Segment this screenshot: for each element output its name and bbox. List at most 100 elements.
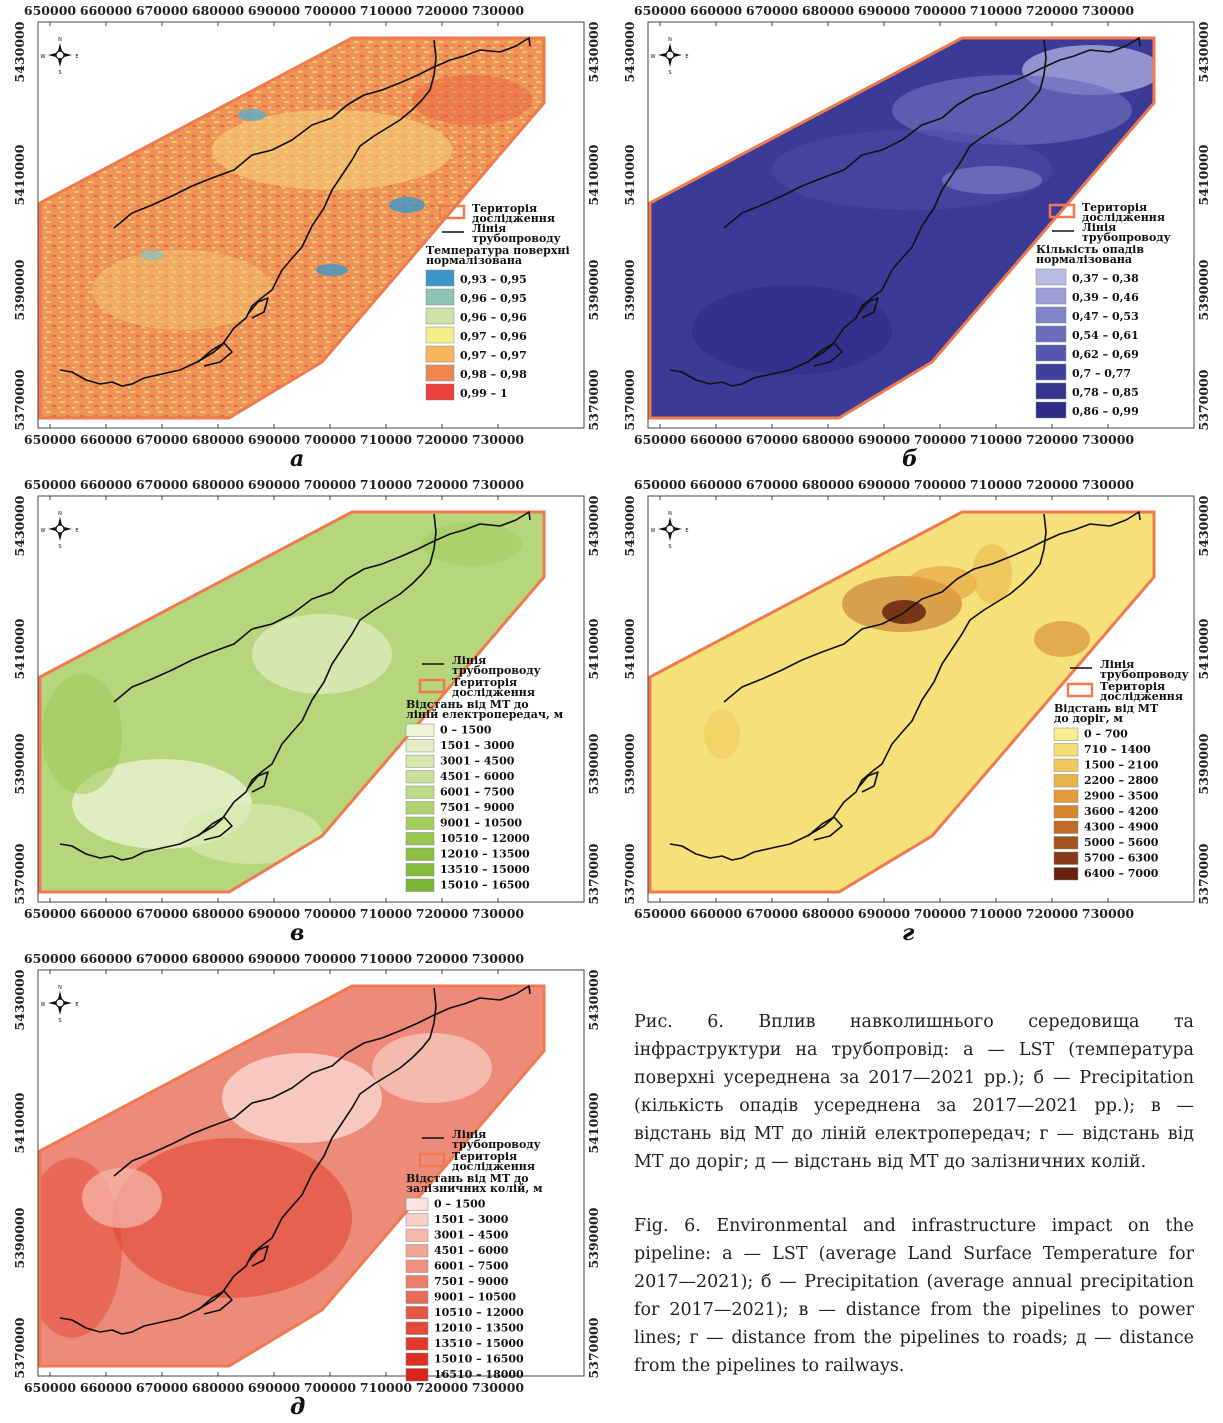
- x-tick-label-top: 700000: [914, 3, 966, 18]
- figure-caption-ua: Рис. 6. Вплив навколишнього середовища т…: [634, 1012, 1194, 1172]
- x-tick-label-top: 650000: [634, 477, 686, 492]
- x-tick-label-bottom: 720000: [1026, 432, 1078, 447]
- x-tick-label-bottom: 670000: [746, 432, 798, 447]
- map-panel-a: N S W E 650000 650000 660000 660000 670000 670000…: [2, 0, 602, 455]
- x-tick-label-top: 680000: [192, 3, 244, 18]
- x-tick-label-bottom: 730000: [472, 906, 524, 921]
- y-tick-label-left: 5430000: [12, 969, 27, 1030]
- legend-class-label: 0,99 – 1: [460, 387, 508, 400]
- y-tick-label-left: 5390000: [12, 1207, 27, 1268]
- legend-class-swatch: [405, 1275, 429, 1289]
- pipeline-line: [857, 771, 879, 793]
- study-area-fill: [650, 512, 1154, 892]
- legend-class-label: 16510 – 18000: [434, 1368, 524, 1381]
- legend-class-swatch: [405, 1228, 429, 1242]
- x-tick-label-bottom: 680000: [802, 906, 854, 921]
- map-svg: N S W E 650000 650000 660000 660000 670000 670000…: [622, 477, 1211, 921]
- legend-title: Відстань від МТ до: [406, 698, 529, 711]
- legend-class-swatch: [1035, 268, 1067, 286]
- map-frame: [37, 495, 585, 903]
- legend-class-swatch: [405, 1290, 429, 1304]
- legend-title: залізничних колій, м: [406, 1182, 543, 1195]
- map-panel-d: N S W E 650000 650000 660000 660000 670000 670000…: [2, 948, 602, 1403]
- x-tick-label-top: 670000: [136, 477, 188, 492]
- study-area-outline: [648, 36, 1156, 420]
- legend-class-swatch: [1035, 325, 1067, 343]
- svg-text:W: W: [41, 528, 46, 534]
- y-tick-label-left: 5410000: [622, 144, 637, 205]
- legend-class-label: 0,62 – 0,69: [1072, 348, 1139, 361]
- legend-study-area-label: Територія: [452, 1150, 517, 1163]
- legend-class-label: 1501 – 3000: [434, 1213, 509, 1226]
- svg-text:W: W: [41, 1002, 46, 1008]
- svg-text:W: W: [651, 528, 656, 534]
- legend-class-label: 4501 – 6000: [440, 770, 515, 783]
- map-legend: ТериторіядослідженняЛініятрубопроводуКіл…: [1035, 201, 1171, 419]
- legend-class-swatch: [405, 1321, 429, 1335]
- legend-class-label: 13510 – 15000: [434, 1337, 524, 1350]
- x-tick-label-top: 680000: [802, 3, 854, 18]
- panel-label: а: [290, 446, 305, 472]
- x-tick-label-top: 670000: [746, 3, 798, 18]
- legend-class-label: 0,93 – 0,95: [460, 273, 527, 286]
- x-tick-label-top: 690000: [858, 3, 910, 18]
- svg-text:E: E: [75, 1002, 78, 1008]
- x-tick-label-top: 710000: [970, 3, 1022, 18]
- map-svg: N S W E 650000 650000 660000 660000 670000 670000…: [12, 477, 601, 921]
- north-arrow-icon: N S W E: [41, 985, 79, 1024]
- y-tick-label-left: 5370000: [12, 1317, 27, 1378]
- legend-class-label: 10510 – 12000: [434, 1306, 524, 1319]
- x-tick-label-top: 720000: [1026, 477, 1078, 492]
- y-tick-label-left: 5370000: [622, 369, 637, 430]
- y-tick-label-left: 5430000: [622, 495, 637, 556]
- pipeline-line: [807, 342, 843, 367]
- x-tick-label-top: 660000: [80, 951, 132, 966]
- x-tick-label-bottom: 680000: [802, 432, 854, 447]
- legend-study-area-swatch: [438, 204, 466, 220]
- x-tick-label-bottom: 710000: [360, 906, 412, 921]
- legend-class-swatch: [1053, 758, 1079, 772]
- legend-class-swatch: [405, 1368, 429, 1382]
- pipeline-line: [723, 37, 1141, 229]
- legend-title: Кількість опадів: [1036, 243, 1144, 256]
- x-tick-label-top: 670000: [746, 477, 798, 492]
- legend-class-swatch: [405, 1352, 429, 1366]
- legend-class-label: 1501 – 3000: [440, 739, 515, 752]
- map-legend: ЛініятрубопроводуТериторіядослідженняВід…: [405, 1128, 543, 1382]
- legend-class-swatch: [405, 1213, 429, 1227]
- legend-title: нормалізована: [1036, 253, 1132, 266]
- legend-study-area-label: дослідження: [452, 686, 535, 699]
- y-tick-label-right: 5390000: [1196, 733, 1211, 794]
- x-tick-label-bottom: 670000: [746, 906, 798, 921]
- legend-class-swatch: [405, 723, 435, 737]
- y-tick-label-left: 5430000: [622, 21, 637, 82]
- pipeline-line: [197, 816, 233, 841]
- svg-text:S: S: [58, 1018, 61, 1024]
- panel-label: д: [290, 1394, 306, 1420]
- x-tick-label-bottom: 650000: [634, 432, 686, 447]
- pipeline-line: [59, 39, 437, 387]
- pipeline-line: [247, 1245, 269, 1267]
- study-area-outline: [648, 510, 1156, 894]
- legend-title: до доріг, м: [1054, 712, 1123, 725]
- x-tick-label-top: 690000: [248, 477, 300, 492]
- legend-class-label: 3600 – 4200: [1084, 805, 1159, 818]
- pipeline-line: [197, 1290, 233, 1315]
- legend-class-label: 10510 – 12000: [440, 832, 530, 845]
- x-tick-label-bottom: 720000: [416, 432, 468, 447]
- y-tick-label-left: 5410000: [12, 1092, 27, 1153]
- pipeline-line: [59, 513, 437, 861]
- svg-text:S: S: [668, 544, 671, 550]
- legend-class-swatch: [405, 785, 435, 799]
- x-tick-label-bottom: 710000: [970, 906, 1022, 921]
- y-tick-label-right: 5430000: [1196, 21, 1211, 82]
- legend-class-label: 3001 – 4500: [440, 755, 515, 768]
- y-tick-label-right: 5370000: [1196, 843, 1211, 904]
- legend-class-label: 5000 – 5600: [1084, 836, 1159, 849]
- x-tick-label-bottom: 660000: [80, 432, 132, 447]
- y-tick-label-left: 5390000: [12, 259, 27, 320]
- x-tick-label-bottom: 650000: [24, 1380, 76, 1395]
- svg-text:N: N: [668, 37, 672, 43]
- y-tick-label-right: 5430000: [586, 21, 601, 82]
- x-tick-label-bottom: 720000: [416, 906, 468, 921]
